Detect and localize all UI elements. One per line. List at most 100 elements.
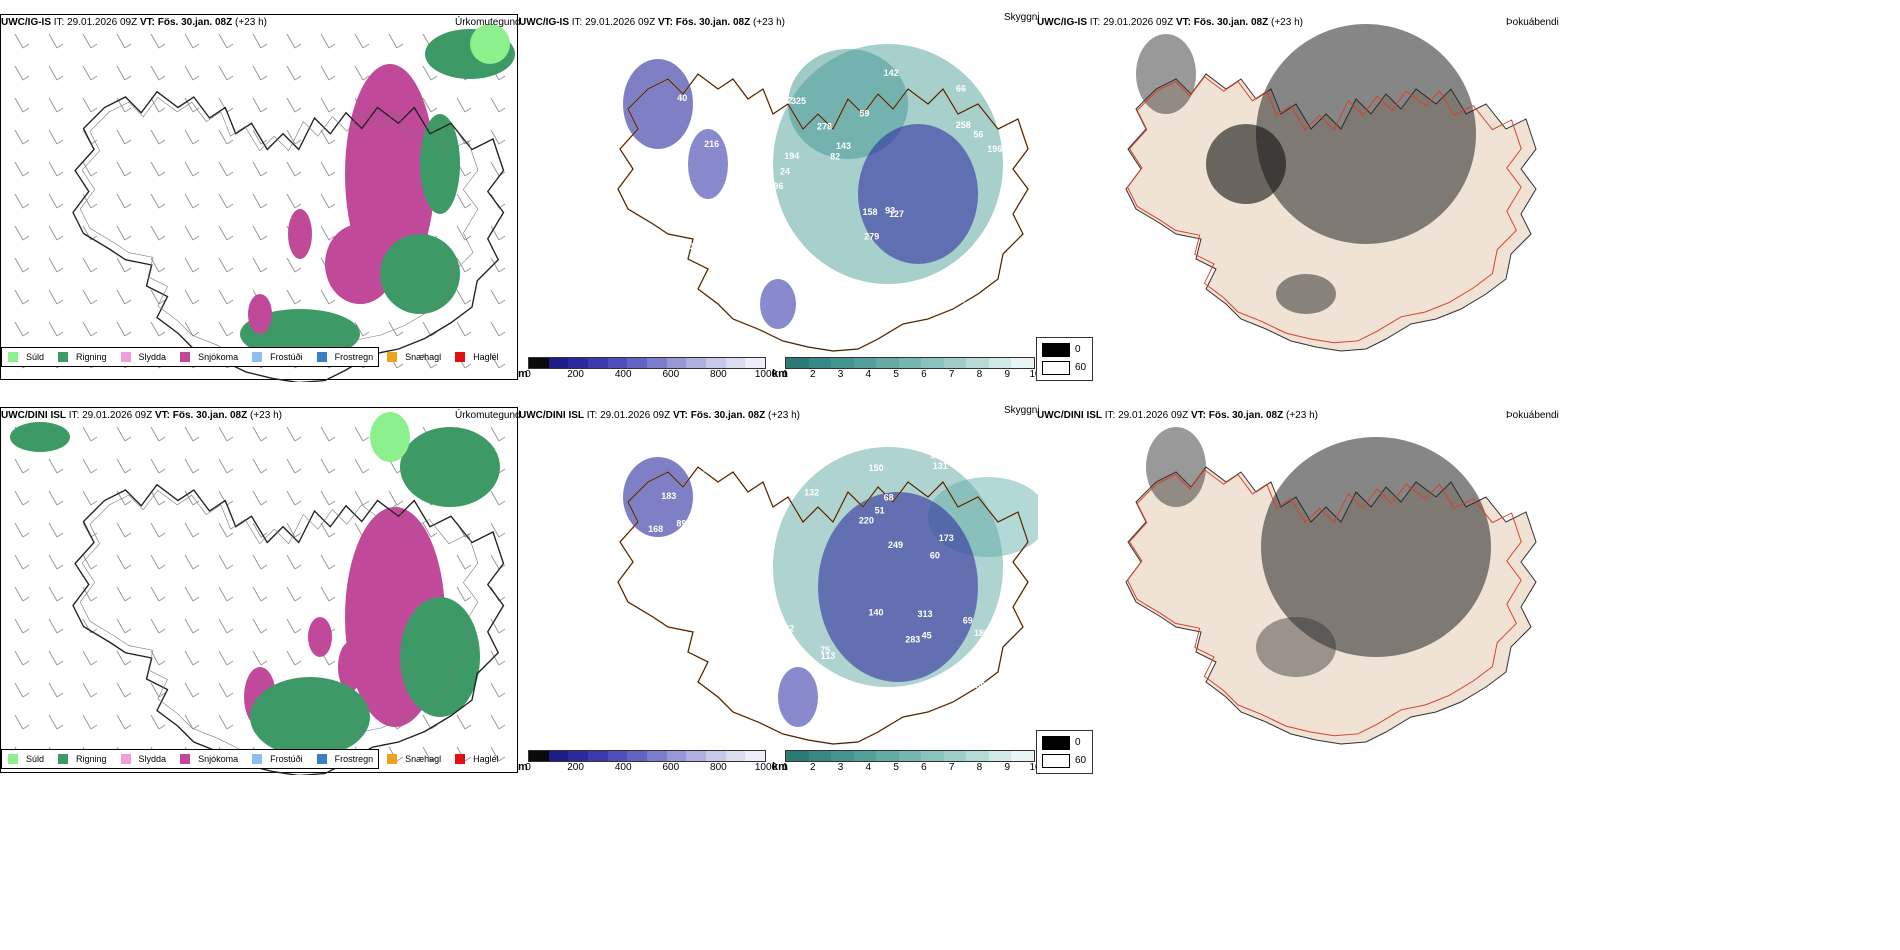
legend-swatch: [180, 352, 191, 362]
wind-barb-flag: [124, 532, 132, 538]
wind-barb: [82, 257, 92, 273]
colorbar-cell: [898, 358, 922, 368]
wind-barb: [218, 554, 228, 570]
wind-barb: [252, 490, 262, 506]
colorbar-tick: 800: [710, 369, 727, 380]
wind-barb-flag: [124, 436, 132, 442]
wind-barb: [320, 129, 330, 145]
wind-barb-flag: [430, 724, 438, 730]
wind-barb: [252, 225, 262, 241]
wind-barb-flag: [464, 596, 472, 602]
wind-barb-flag: [124, 564, 132, 570]
colorbar-cell: [607, 751, 628, 761]
wind-barb-flag: [260, 235, 268, 241]
wind-barb: [82, 650, 92, 666]
wind-barb-flag: [294, 75, 302, 81]
wind-barb-flag: [192, 171, 200, 177]
wind-barb: [184, 458, 194, 474]
wind-barb: [14, 225, 24, 241]
wind-barb-flag: [294, 139, 302, 145]
wind-barb: [116, 257, 126, 273]
wind-barb-flag: [22, 724, 30, 730]
map-frame: [0, 407, 518, 773]
wind-barb-flag: [22, 692, 30, 698]
colorbar-cell: [853, 751, 877, 761]
panel-title-visibility: Skyggni: [1004, 405, 1040, 416]
wind-barb: [116, 426, 126, 442]
colorbar-tick: 1: [782, 369, 788, 380]
wind-barb-flag: [124, 107, 132, 113]
ceiling-value-label: 97: [928, 683, 938, 693]
wind-barb-flag: [192, 436, 200, 442]
colorbar-cell: [898, 751, 922, 761]
wind-barb-flag: [328, 139, 336, 145]
wind-barb: [490, 490, 500, 506]
wind-barb-flag: [158, 532, 166, 538]
wind-barb-flag: [294, 299, 302, 305]
wind-barb-flag: [192, 43, 200, 49]
wind-barb-flag: [22, 468, 30, 474]
legend-item: Rigning: [58, 754, 107, 764]
wind-barb-flag: [192, 564, 200, 570]
snow-area: [325, 224, 395, 304]
wind-barb-flag: [56, 75, 64, 81]
wind-barb-flag: [260, 139, 268, 145]
snow-area: [308, 617, 332, 657]
wind-barb: [184, 65, 194, 81]
ceiling-value-label: 116: [727, 682, 742, 692]
wind-barb-flag: [396, 331, 404, 337]
wind-barb-flag: [192, 628, 200, 634]
wind-barb: [456, 321, 466, 337]
wind-barb-flag: [498, 363, 506, 369]
wind-barb: [14, 289, 24, 305]
wind-barb: [218, 714, 228, 730]
drizzle-area: [470, 24, 510, 64]
wind-barb: [150, 289, 160, 305]
ceiling-value-label: 78: [689, 299, 699, 309]
wind-barb-flag: [260, 171, 268, 177]
wind-barb: [116, 161, 126, 177]
wind-barb-flag: [226, 468, 234, 474]
wind-barb: [184, 257, 194, 273]
wind-barb-flag: [22, 596, 30, 602]
ceiling-value-label: 194: [784, 151, 799, 161]
fog-legend: 0 60: [1036, 337, 1093, 381]
legend-label: Snæhagl: [405, 754, 442, 764]
ceiling-value-label: 218: [715, 650, 730, 660]
ceiling-value-label: 325: [791, 96, 806, 106]
wind-barb-flag: [22, 331, 30, 337]
wind-barb-flag: [328, 171, 336, 177]
wind-barb-flag: [464, 139, 472, 145]
colorbar-cell: [853, 358, 877, 368]
wind-barb: [218, 193, 228, 209]
ceiling-value-label: 220: [859, 515, 874, 525]
colorbar-tick: 8: [976, 369, 983, 380]
wind-barb: [286, 458, 296, 474]
wind-barb: [218, 522, 228, 538]
ceiling-value-label: 127: [889, 209, 904, 219]
ceiling-unit: m: [518, 368, 528, 380]
wind-barb: [422, 714, 432, 730]
wind-barb: [286, 554, 296, 570]
wind-barb: [48, 458, 58, 474]
ceiling-value-label: 143: [836, 141, 851, 151]
colorbar-cell: [745, 358, 766, 368]
legend-item: Snjókoma: [180, 352, 238, 362]
wind-barb: [82, 426, 92, 442]
wind-barb: [184, 129, 194, 145]
wind-barb-flag: [90, 564, 98, 570]
wind-barb-flag: [124, 171, 132, 177]
wind-barb: [218, 257, 228, 273]
wind-barb: [218, 129, 228, 145]
panel-title-fog: Þokuábendi: [1506, 410, 1559, 421]
wind-barb: [218, 65, 228, 81]
wind-barb: [320, 65, 330, 81]
wind-barb: [184, 289, 194, 305]
legend-swatch: [316, 352, 327, 362]
wind-barb-flag: [22, 75, 30, 81]
precip-map-dini: [10, 412, 506, 775]
wind-barb: [456, 289, 466, 305]
wind-barb-flag: [328, 596, 336, 602]
wind-barb-flag: [226, 171, 234, 177]
visibility-unit: km: [772, 368, 788, 380]
